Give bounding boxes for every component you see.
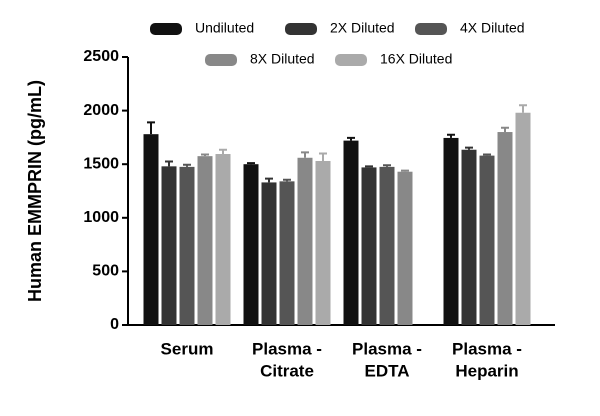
bar bbox=[161, 166, 177, 325]
error-bar bbox=[519, 104, 527, 113]
error-bar bbox=[147, 121, 155, 135]
y-tick-label: 0 bbox=[110, 316, 119, 333]
bar bbox=[261, 182, 277, 325]
x-tick-label: Heparin bbox=[455, 361, 518, 380]
bar bbox=[361, 167, 377, 325]
bar bbox=[397, 171, 413, 325]
x-tick-label: Plasma - bbox=[352, 339, 422, 358]
bar bbox=[461, 149, 477, 325]
y-tick-label: 500 bbox=[92, 263, 119, 280]
bar bbox=[379, 166, 395, 325]
legend-swatch bbox=[205, 54, 237, 66]
bar bbox=[243, 164, 259, 325]
error-bar bbox=[501, 126, 509, 133]
legend-label: 8X Diluted bbox=[250, 51, 315, 67]
error-bar bbox=[219, 148, 227, 155]
x-tick-label: Citrate bbox=[260, 361, 314, 380]
bar bbox=[279, 181, 295, 325]
error-bar bbox=[383, 164, 391, 167]
x-tick-label: EDTA bbox=[364, 361, 409, 380]
error-bar bbox=[465, 146, 473, 150]
legend-label: 2X Diluted bbox=[330, 20, 395, 36]
legend-swatch bbox=[415, 23, 447, 35]
error-bar bbox=[347, 136, 355, 141]
error-bar bbox=[365, 165, 373, 168]
bar bbox=[197, 156, 213, 325]
legend-label: 4X Diluted bbox=[460, 20, 525, 36]
bar bbox=[143, 134, 159, 325]
error-bar bbox=[283, 178, 291, 182]
bar bbox=[343, 140, 359, 325]
y-tick-label: 1500 bbox=[83, 155, 119, 172]
bar bbox=[179, 166, 195, 325]
bar bbox=[497, 132, 513, 325]
x-tick-label: Serum bbox=[161, 339, 214, 358]
error-bar bbox=[165, 160, 173, 167]
bar bbox=[443, 137, 459, 325]
error-bar bbox=[201, 153, 209, 157]
legend-label: Undiluted bbox=[195, 20, 254, 36]
bar bbox=[315, 160, 331, 325]
error-bar bbox=[401, 169, 409, 172]
error-bar bbox=[265, 177, 273, 183]
error-bar bbox=[483, 153, 491, 156]
bar bbox=[215, 154, 231, 325]
y-axis-label: Human EMMPRIN (pg/mL) bbox=[25, 80, 45, 302]
error-bar bbox=[247, 162, 255, 165]
legend-swatch bbox=[150, 23, 182, 35]
error-bar bbox=[319, 152, 327, 161]
error-bar bbox=[301, 151, 309, 158]
bar bbox=[515, 112, 531, 325]
bar bbox=[297, 157, 313, 325]
x-tick-label: Plasma - bbox=[452, 339, 522, 358]
error-bar bbox=[447, 133, 455, 138]
legend-swatch bbox=[285, 23, 317, 35]
x-tick-label: Plasma - bbox=[252, 339, 322, 358]
error-bar bbox=[183, 163, 191, 167]
y-tick-label: 1000 bbox=[83, 209, 119, 226]
legend-label: 16X Diluted bbox=[380, 51, 452, 67]
legend-swatch bbox=[335, 54, 367, 66]
bar bbox=[479, 155, 495, 325]
y-tick-label: 2000 bbox=[83, 102, 119, 119]
y-tick-label: 2500 bbox=[83, 48, 119, 65]
